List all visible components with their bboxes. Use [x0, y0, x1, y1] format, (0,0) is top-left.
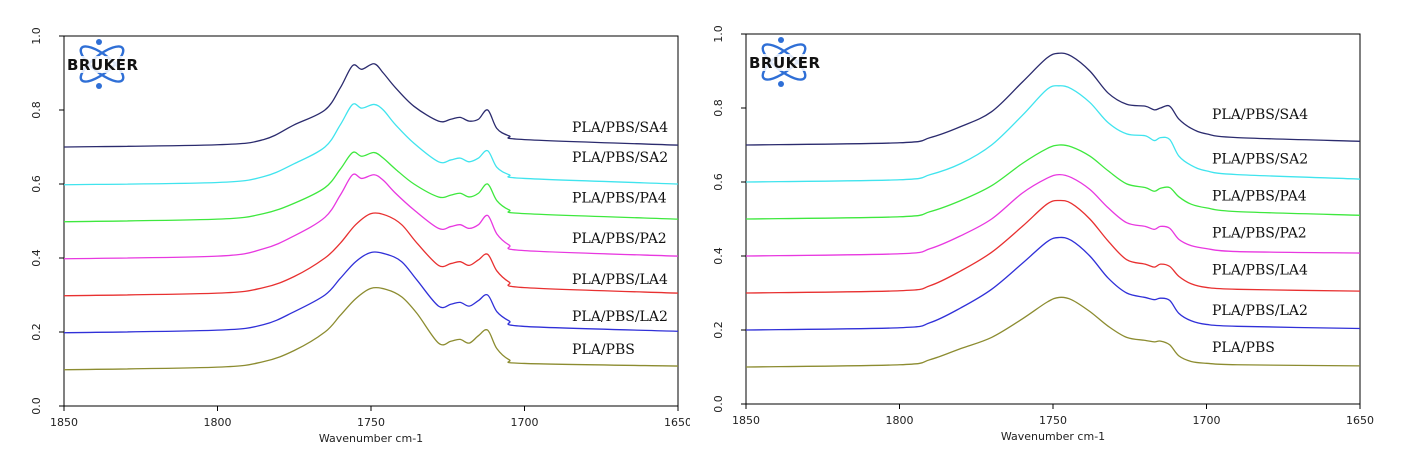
bruker-logo-text: BRUKER	[749, 54, 821, 72]
series-label: PLA/PBS/SA4	[1212, 107, 1308, 123]
bruker-logo: BRUKER	[748, 37, 848, 87]
series-line-pla-pbs-pa4	[745, 144, 1361, 220]
y-tick-label: 0.4	[30, 249, 43, 267]
ftir-chart-right: 1850 1800 1750 1700 1650 0.0 0.2 0.4 0.6 0.8 1.0 Wa…	[712, 25, 1374, 443]
x-tick-label: 1700	[511, 416, 539, 429]
series-line-pla-pbs-pa4	[63, 151, 679, 223]
series-line-pla-pbs-pa2	[63, 173, 679, 260]
y-tick-label: 1.0	[30, 27, 43, 45]
y-tick-label: 0.2	[30, 323, 43, 341]
x-tick-label: 1700	[1193, 414, 1221, 427]
y-tick-label: 0.8	[712, 99, 725, 117]
x-tick-label: 1850	[732, 414, 760, 427]
y-tick-label: 0.2	[712, 321, 725, 339]
series-line-pla-pbs-pa2	[745, 173, 1361, 257]
chart-panel-left: 1850 1800 1750 1700 1650 0.0 0.2 0.4 0.6 0.8 1.0 Wa…	[0, 0, 690, 463]
y-tick-label: 0.4	[712, 247, 725, 265]
x-tick-label: 1850	[50, 416, 78, 429]
series-label: PLA/PBS/PA2	[572, 231, 667, 247]
y-tick-label: 0.6	[30, 175, 43, 193]
series-line-pla-pbs-sa4	[63, 63, 679, 148]
series-line-pla-pbs-la2	[745, 236, 1361, 331]
y-tick-label: 1.0	[712, 25, 725, 43]
series-line-pla-pbs-sa2	[63, 103, 679, 186]
y-tick-label: 0.6	[712, 173, 725, 191]
x-tick-label: 1650	[1346, 414, 1374, 427]
series-label: PLA/PBS/SA4	[572, 120, 668, 136]
series-label: PLA/PBS/LA2	[572, 309, 668, 325]
series-label: PLA/PBS/PA4	[1212, 189, 1307, 205]
x-tick-label: 1750	[1039, 414, 1067, 427]
bruker-logo: BRUKER	[66, 39, 166, 89]
series-label: PLA/PBS/SA2	[572, 150, 668, 166]
y-tick-label: 0.0	[30, 397, 43, 415]
series-line-pla-pbs	[745, 296, 1361, 368]
series-label: PLA/PBS/LA4	[572, 272, 668, 288]
x-tick-label: 1800	[886, 414, 914, 427]
chart-panel-right: 1850 1800 1750 1700 1650 0.0 0.2 0.4 0.6 0.8 1.0 Wa…	[702, 0, 1404, 463]
series-line-pla-pbs-sa4	[745, 52, 1361, 146]
series-line-pla-pbs-la2	[63, 251, 679, 334]
series-label: PLA/PBS	[1212, 340, 1275, 356]
series-label: PLA/PBS/LA4	[1212, 263, 1308, 279]
series-line-pla-pbs-la4	[745, 199, 1361, 294]
series-label: PLA/PBS/LA2	[1212, 303, 1308, 319]
ftir-chart-left: 1850 1800 1750 1700 1650 0.0 0.2 0.4 0.6 0.8 1.0 Wa…	[30, 27, 690, 445]
series-label: PLA/PBS	[572, 342, 635, 358]
series-label: PLA/PBS/PA4	[572, 191, 667, 207]
series-line-pla-pbs-la4	[63, 212, 679, 297]
series-label: PLA/PBS/PA2	[1212, 226, 1307, 242]
series-line-pla-pbs	[63, 286, 679, 371]
x-tick-label: 1650	[664, 416, 690, 429]
x-axis-title: Wavenumber cm-1	[1001, 430, 1105, 443]
series-line-pla-pbs-sa2	[745, 85, 1361, 183]
x-tick-label: 1750	[357, 416, 385, 429]
y-tick-label: 0.0	[712, 395, 725, 413]
x-tick-label: 1800	[204, 416, 232, 429]
x-axis-title: Wavenumber cm-1	[319, 432, 423, 445]
y-tick-label: 0.8	[30, 101, 43, 119]
bruker-logo-text: BRUKER	[67, 56, 139, 74]
series-label: PLA/PBS/SA2	[1212, 152, 1308, 168]
